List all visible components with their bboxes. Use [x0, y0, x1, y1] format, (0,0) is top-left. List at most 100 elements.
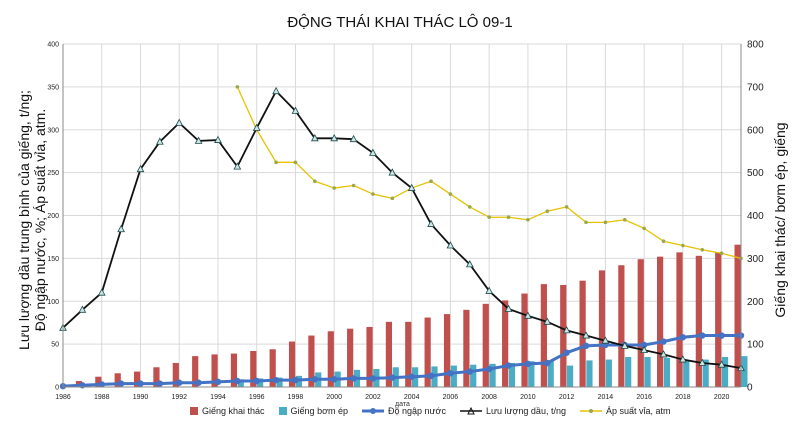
- point-oil-rate-2007: [465, 260, 474, 268]
- point-watercut-2003: [389, 374, 396, 381]
- legend-item-injectors: Giếng bơm ép: [278, 406, 348, 416]
- point-oil-rate-2000: [330, 133, 339, 142]
- point-oil-rate-2001: [349, 134, 358, 143]
- bar-injectors-1995: [237, 379, 244, 387]
- point-pressure-2018: [681, 243, 685, 248]
- point-watercut-2005: [427, 372, 435, 380]
- bar-producers-2000: [327, 331, 334, 387]
- point-watercut-1996: [253, 377, 260, 385]
- bar-producers-2019: [695, 255, 702, 387]
- point-oil-rate-2018: [679, 355, 687, 363]
- point-oil-rate-1990: [136, 164, 145, 173]
- axes: [62, 44, 742, 388]
- point-pressure-2008: [487, 215, 491, 220]
- bar-injectors-2019: [702, 359, 709, 387]
- point-watercut-2019: [699, 332, 706, 339]
- point-watercut-1990: [137, 380, 144, 387]
- point-pressure-2001: [351, 183, 356, 188]
- tick-label-x-1994: 1994: [210, 394, 226, 401]
- bar-injectors-2006: [450, 365, 457, 387]
- tick-label-x-2002: 2002: [365, 394, 381, 401]
- bar-injectors-2016: [644, 356, 651, 387]
- bar-injectors-2020: [721, 356, 729, 387]
- point-watercut-2017: [660, 338, 667, 345]
- point-oil-rate-2012: [562, 326, 571, 334]
- tick-label-x-1998: 1998: [288, 394, 304, 401]
- point-oil-rate-2017: [659, 350, 668, 358]
- legend-label-pressure: Áp suất vỉa, atm: [605, 406, 671, 416]
- tick-label-right-400: 400: [747, 211, 764, 222]
- point-pressure-2007: [468, 205, 472, 209]
- point-oil-rate-1998: [291, 106, 300, 114]
- point-watercut-2007: [466, 368, 473, 375]
- point-pressure-1997: [274, 160, 278, 165]
- point-pressure-2003: [390, 196, 395, 201]
- point-watercut-2008: [485, 365, 493, 373]
- tick-label-right-700: 700: [747, 82, 764, 93]
- bar-producers-2015: [618, 265, 625, 387]
- point-oil-rate-2006: [446, 241, 455, 249]
- legend-item-oil-rate: Lưu lượng dầu, t/ng: [459, 406, 566, 416]
- tick-label-x-2014: 2014: [598, 394, 614, 401]
- bar-producers-1993: [192, 356, 199, 387]
- point-watercut-2012: [563, 349, 570, 356]
- point-oil-rate-2019: [698, 358, 707, 366]
- tick-label-x-1990: 1990: [133, 394, 149, 401]
- chart-title: ĐỘNG THÁI KHAI THÁC LÔ 09-1: [287, 14, 513, 31]
- point-watercut-1991: [156, 380, 164, 387]
- point-pressure-2019: [700, 248, 705, 252]
- point-oil-rate-2004: [407, 183, 416, 191]
- line-oil-rate: [62, 90, 742, 370]
- point-pressure-2020: [719, 251, 724, 256]
- bar-producers-1989: [114, 373, 121, 387]
- bar-injectors-2015: [625, 356, 632, 387]
- bar-producers-2012: [560, 284, 567, 387]
- point-watercut-1992: [176, 379, 183, 386]
- line-series: [59, 85, 745, 390]
- legend: Giếng khai thác Giếng bơm ép Độ ngập nướ…: [190, 406, 671, 416]
- point-oil-rate-1996: [252, 123, 261, 131]
- point-watercut-2020: [718, 332, 725, 339]
- tick-label-left-100: 100: [47, 299, 59, 306]
- tick-label-right-500: 500: [747, 168, 764, 179]
- point-oil-rate-2011: [543, 317, 552, 325]
- tick-label-left-200: 200: [47, 213, 59, 220]
- legend-item-producers: Giếng khai thác: [190, 406, 265, 416]
- tick-label-x-2006: 2006: [443, 394, 459, 401]
- tick-label-right-0: 0: [747, 383, 753, 394]
- tick-label-right-100: 100: [747, 340, 764, 351]
- legend-label-oil-rate: Lưu lượng dầu, t/ng: [485, 406, 566, 416]
- left-axis-title: Lưu lượng dầu trung bình của giếng, t/ng…: [2, 70, 62, 370]
- bar-producers-2001: [347, 328, 354, 387]
- right-axis-title: Giếng khai thác/ bơm ép, giếng: [762, 70, 798, 370]
- bar-producers-1991: [153, 367, 160, 387]
- point-pressure-2010: [526, 217, 530, 222]
- bar-injectors-2021: [741, 356, 748, 387]
- tick-label-x-1992: 1992: [171, 394, 187, 401]
- point-watercut-2004: [408, 373, 415, 380]
- tick-label-x-2016: 2016: [636, 394, 652, 401]
- tick-label-left-0: 0: [55, 385, 59, 392]
- point-pressure-2000: [332, 186, 337, 190]
- tick-label-left-300: 300: [47, 127, 59, 134]
- tick-label-right-200: 200: [747, 297, 764, 308]
- tick-label-x-1988: 1988: [94, 394, 110, 401]
- bar-producers-1995: [230, 353, 238, 387]
- bar-producers-2011: [540, 284, 547, 387]
- tick-label-x-2010: 2010: [520, 394, 536, 401]
- point-oil-rate-1999: [310, 133, 319, 142]
- tick-label-x-1996: 1996: [249, 394, 265, 401]
- tick-label-right-800: 800: [747, 40, 764, 51]
- bar-producers-1996: [250, 350, 257, 387]
- bar-series: [75, 244, 748, 387]
- tick-label-left-400: 400: [47, 42, 59, 49]
- point-watercut-2010: [524, 360, 532, 368]
- point-watercut-1987: [79, 382, 86, 389]
- point-oil-rate-2002: [369, 148, 377, 156]
- point-pressure-1999: [313, 179, 317, 183]
- bar-injectors-2008: [489, 363, 496, 387]
- point-oil-rate-2008: [485, 286, 494, 294]
- point-pressure-2005: [429, 179, 433, 183]
- point-oil-rate-2013: [582, 331, 590, 339]
- legend-item-pressure: Áp suất vỉa, atm: [579, 406, 671, 416]
